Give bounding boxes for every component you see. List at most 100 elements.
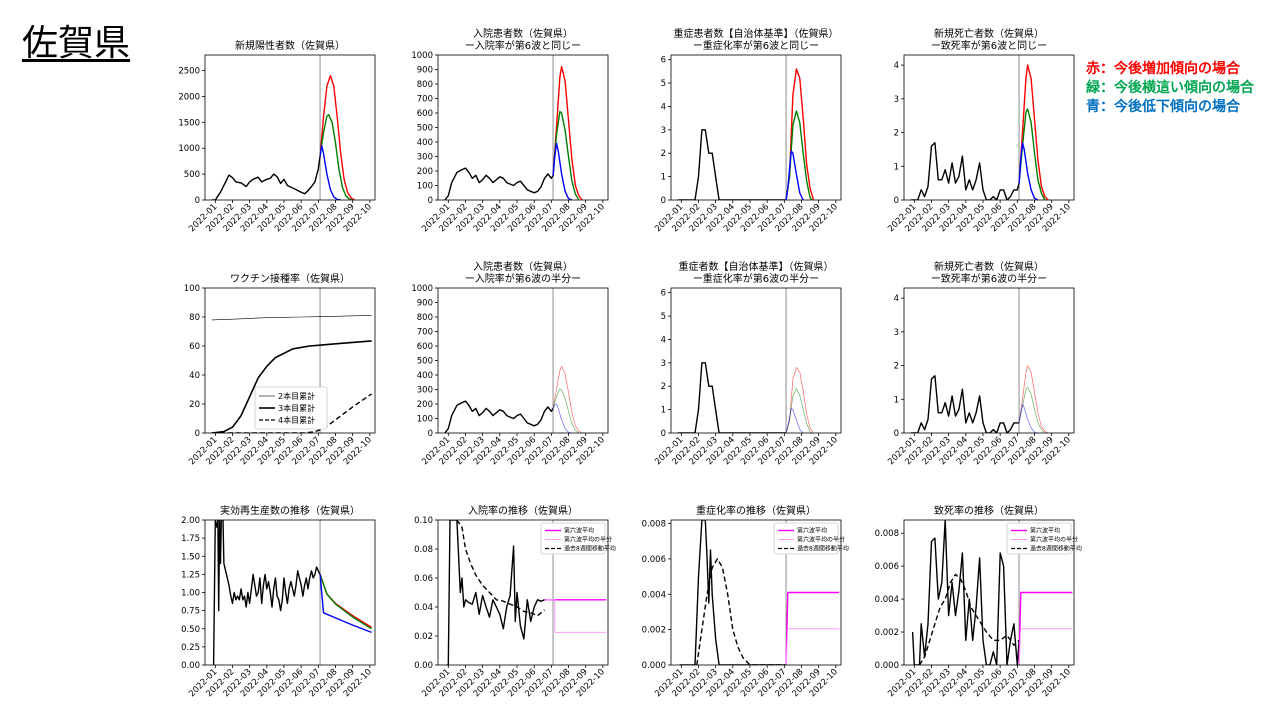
y-tick-label: 3 [894, 328, 899, 338]
plot-frame [670, 519, 842, 666]
y-tick-label: 0 [195, 429, 200, 439]
y-tick-label: 1.25 [181, 570, 200, 580]
y-tick-label: 0.004 [875, 595, 899, 605]
y-tick-label: 2 [894, 129, 899, 139]
series-line-black-0 [910, 142, 1020, 200]
y-tick-label: 60 [189, 342, 200, 352]
chart-deaths-same: 新規死亡者数（佐賀県）ー致死率が第6波と同じー012342022-012022-… [886, 27, 1075, 234]
y-tick-label: 1 [894, 395, 899, 405]
y-tick-label: 0.000 [642, 661, 666, 671]
series-line-red-1 [1018, 64, 1049, 200]
series-line-blue-3 [785, 408, 804, 433]
y-tick-label: 2 [894, 362, 899, 372]
y-tick-label: 0 [661, 196, 666, 206]
series-line-black-1 [211, 340, 372, 433]
series-line-black-0 [212, 520, 321, 665]
y-tick-label: 100 [184, 284, 200, 294]
chart-hospitalized-same: 入院患者数（佐賀県）ー入院率が第6波と同じー 0 100 200 300 400 500 60… [411, 27, 609, 234]
y-tick-label: 500 [417, 124, 433, 134]
y-tick-label: 400 [417, 371, 433, 381]
chart-new-cases: 新規陽性者数（佐賀県）050010001500200025002022-0120… [178, 39, 376, 234]
series-line-green-2 [319, 113, 353, 200]
legend-label: 過去8週間移動平均 [564, 545, 616, 553]
series-line-black-1 [696, 558, 787, 665]
series-line-pink-3 [1018, 628, 1073, 665]
y-tick-label: 3 [894, 95, 899, 105]
series-line-green-2 [1018, 108, 1046, 200]
series-line-blue-3 [785, 150, 804, 200]
chart-death-rate: 致死率の推移（佐賀県）0.0000.0020.0040.0060.0082022… [875, 504, 1082, 699]
y-tick-label: 2 [661, 382, 666, 392]
series-line-black-1 [456, 520, 545, 617]
plot-frame [670, 287, 842, 434]
y-tick-label: 900 [417, 299, 433, 309]
note-red: 赤：今後増加傾向の場合 [1086, 61, 1240, 77]
y-tick-label: 1 [661, 173, 666, 183]
y-tick-label: 1.00 [181, 589, 200, 599]
y-tick-label: 1.50 [181, 552, 200, 562]
y-tick-label: 1000 [411, 284, 433, 294]
chart-title: ー重症化率が第6波と同じー [693, 39, 819, 52]
plot-frame [670, 54, 842, 201]
y-tick-label: 4 [661, 102, 666, 112]
plot-frame [204, 54, 376, 201]
y-tick-label: 0.002 [875, 628, 899, 638]
y-tick-label: 2500 [178, 67, 200, 77]
y-tick-label: 0.002 [642, 626, 666, 636]
chart-severe-half: 重症者数【自治体基準】（佐賀県）ー重症化率が第6波の半分ー01234562022… [653, 260, 842, 467]
series-line-black-0 [910, 375, 1020, 433]
y-tick-label: 4 [661, 335, 666, 345]
y-tick-label: 6 [661, 289, 666, 299]
y-tick-label: 0.006 [642, 555, 666, 565]
series-line-green-2 [552, 110, 580, 200]
y-tick-label: 400 [417, 138, 433, 148]
y-tick-label: 0 [428, 429, 433, 439]
series-line-blue-3 [552, 142, 573, 200]
series-line-black-0 [211, 315, 372, 321]
y-tick-label: 1 [894, 162, 899, 172]
chart-legend: 2本目累計 3本目累計 4本目累計 [254, 386, 328, 430]
series-line-black-0 [444, 167, 554, 200]
y-tick-label: 900 [417, 66, 433, 76]
series-line-black-0 [211, 155, 321, 200]
chart-title: 重症患者数【自治体基準】（佐賀県） [674, 27, 839, 40]
series-line-pink-3 [785, 628, 840, 665]
y-tick-label: 600 [417, 109, 433, 119]
legend-label: 2本目累計 [278, 391, 315, 401]
chart-severe-rate: 重症化率の推移（佐賀県）0.0000.0020.0040.0060.008202… [642, 504, 849, 699]
series-line-black-0 [677, 129, 787, 200]
y-tick-label: 1000 [178, 144, 200, 154]
chart-hosp-rate: 入院率の推移（佐賀県）0.000.020.040.060.080.102022-… [414, 504, 616, 699]
legend-label: 過去8週間移動平均 [797, 545, 849, 553]
legend-label: 第六波平均 [1030, 527, 1060, 535]
series-line-green-2 [1018, 387, 1046, 433]
y-tick-label: 200 [417, 167, 433, 177]
y-tick-label: 0.004 [642, 590, 666, 600]
chart-rt: 実効再生産数の推移（佐賀県） 0.00 0.25 0.50 0.75 1.00 1.25 1.… [181, 504, 376, 699]
y-tick-label: 700 [417, 328, 433, 338]
series-line-black-0 [679, 520, 787, 665]
plot-frame [903, 519, 1075, 666]
legend-label: 第六波平均の半分 [564, 536, 612, 544]
series-line-black-0 [446, 520, 548, 665]
chart-title: 重症化率の推移（佐賀県） [696, 504, 816, 517]
chart-title: 重症者数【自治体基準】（佐賀県） [679, 260, 834, 273]
y-tick-label: 300 [417, 386, 433, 396]
series-line-black-0 [677, 362, 787, 433]
y-tick-label: 1 [661, 406, 666, 416]
series-line-red-1 [552, 65, 583, 200]
y-tick-label: 0.10 [414, 516, 433, 526]
chart-title: 入院患者数（佐賀県） [473, 260, 573, 273]
y-tick-label: 1000 [411, 51, 433, 61]
chart-title: 実効再生産数の推移（佐賀県） [220, 504, 360, 517]
series-line-black-1 [918, 573, 1020, 665]
y-tick-label: 0.00 [181, 661, 200, 671]
y-tick-label: 2 [661, 149, 666, 159]
y-tick-label: 4 [894, 61, 899, 71]
series-line-blue-3 [1018, 403, 1038, 433]
y-tick-label: 0.75 [181, 607, 200, 617]
plot-frame [437, 287, 609, 434]
y-tick-label: 0 [661, 429, 666, 439]
chart-title: ー致死率が第6波の半分ー [931, 272, 1047, 285]
